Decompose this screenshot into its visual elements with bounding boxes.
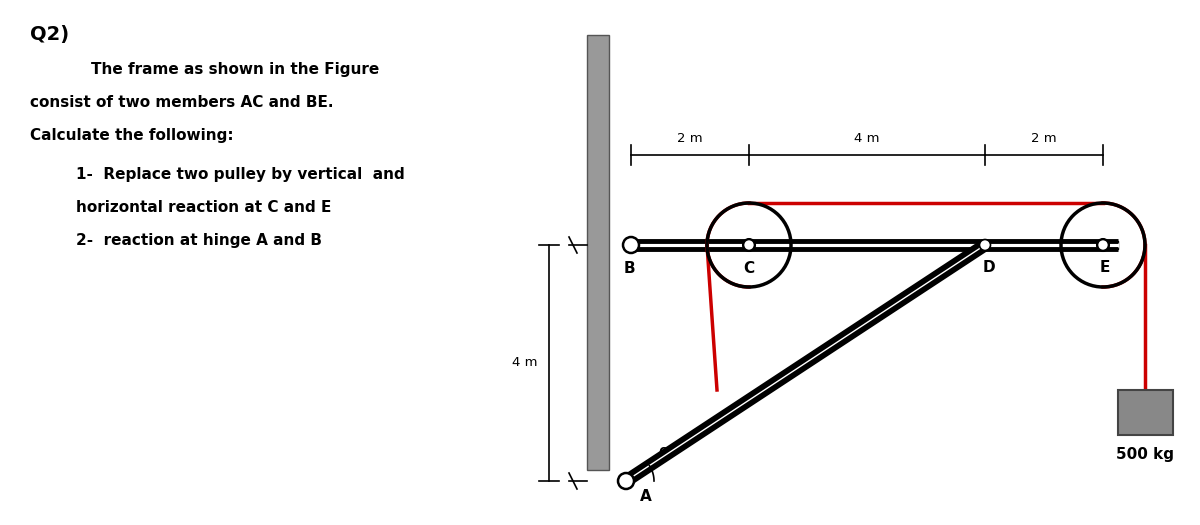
Bar — [587, 35, 610, 470]
Bar — [1117, 390, 1172, 435]
Text: 1-  Replace two pulley by vertical  and: 1- Replace two pulley by vertical and — [55, 167, 404, 182]
Circle shape — [618, 473, 634, 489]
Text: consist of two members AC and BE.: consist of two members AC and BE. — [30, 95, 334, 110]
Text: 2 m: 2 m — [1031, 132, 1057, 145]
Text: C: C — [744, 261, 755, 276]
Text: 60: 60 — [658, 446, 676, 459]
Polygon shape — [624, 242, 988, 485]
Text: The frame as shown in the Figure: The frame as shown in the Figure — [70, 62, 379, 77]
Text: 4 m: 4 m — [854, 132, 880, 145]
Text: B: B — [623, 261, 635, 276]
Text: 2-  reaction at hinge A and B: 2- reaction at hinge A and B — [55, 233, 322, 248]
Circle shape — [979, 239, 990, 250]
Text: D: D — [983, 260, 995, 275]
Text: Q2): Q2) — [30, 25, 70, 44]
Circle shape — [1097, 239, 1109, 251]
Text: Calculate the following:: Calculate the following: — [30, 128, 234, 143]
Circle shape — [623, 237, 640, 253]
Circle shape — [1098, 239, 1109, 250]
Circle shape — [744, 239, 755, 250]
Text: A: A — [640, 489, 652, 504]
Text: E: E — [1100, 260, 1110, 275]
Circle shape — [743, 239, 755, 251]
Text: 2 m: 2 m — [677, 132, 703, 145]
Text: 500 kg: 500 kg — [1116, 447, 1174, 462]
Text: horizontal reaction at C and E: horizontal reaction at C and E — [55, 200, 331, 215]
Text: 4 m: 4 m — [511, 356, 538, 370]
Circle shape — [625, 239, 636, 250]
